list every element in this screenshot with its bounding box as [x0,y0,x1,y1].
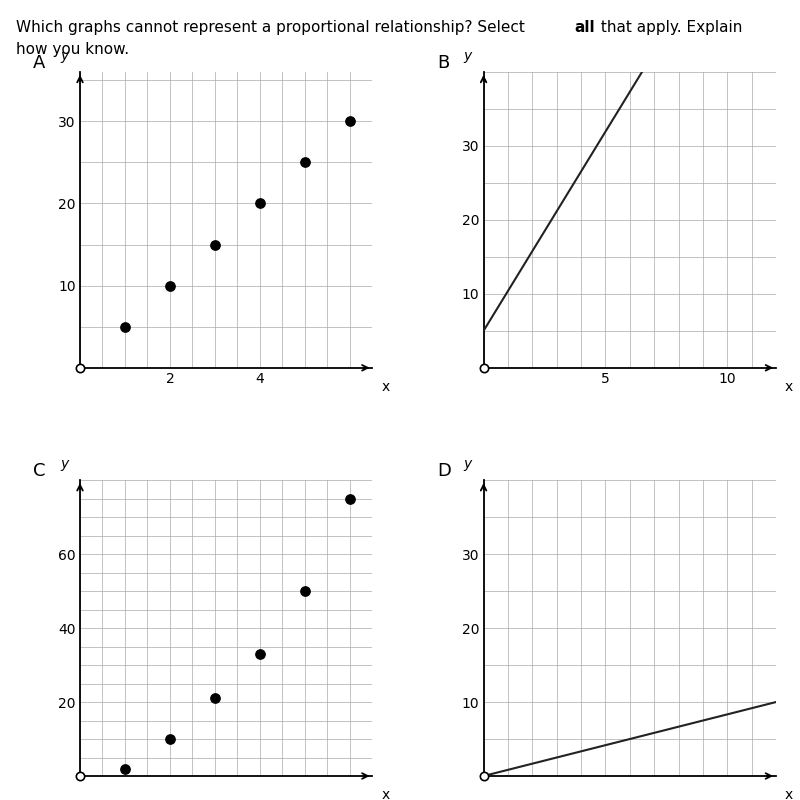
Text: x: x [382,380,390,394]
Text: y: y [464,458,472,471]
Point [254,647,266,660]
Text: B: B [437,54,449,72]
Text: y: y [60,458,68,471]
Text: A: A [34,54,46,72]
Point [118,320,131,333]
Text: x: x [382,788,390,800]
Point [298,585,311,598]
Point [343,115,356,128]
Point [254,197,266,210]
Point [298,156,311,169]
Text: Which graphs cannot represent a proportional relationship? Select: Which graphs cannot represent a proporti… [16,20,530,35]
Text: x: x [785,788,793,800]
Point [343,492,356,505]
Point [209,238,222,251]
Text: x: x [785,380,793,394]
Text: how you know.: how you know. [16,42,129,57]
Point [163,733,176,746]
Text: that apply. Explain: that apply. Explain [596,20,742,35]
Text: all: all [574,20,595,35]
Text: y: y [60,49,68,63]
Text: y: y [464,49,472,63]
Text: D: D [437,462,450,481]
Text: C: C [34,462,46,481]
Point [163,279,176,292]
Point [209,692,222,705]
Point [118,762,131,775]
